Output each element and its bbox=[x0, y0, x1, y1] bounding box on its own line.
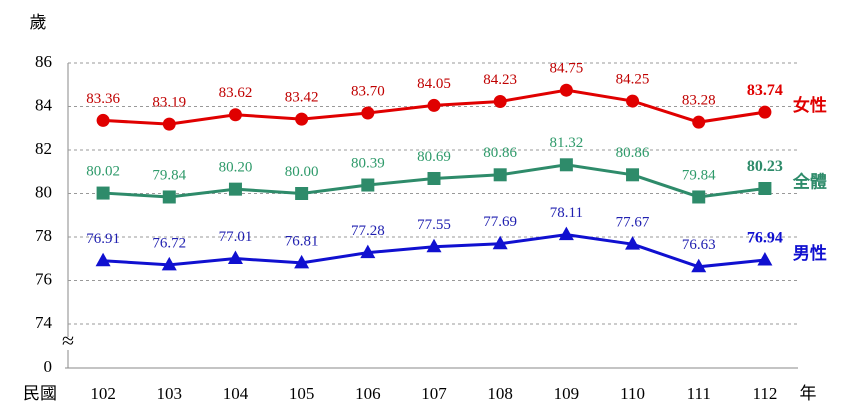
y-tick-label: 76 bbox=[35, 269, 52, 288]
data-label: 80.86 bbox=[483, 145, 517, 161]
x-tick-label: 108 bbox=[487, 384, 513, 403]
axis-break: ≈ bbox=[62, 328, 74, 353]
y-tick-label: 84 bbox=[35, 95, 53, 114]
x-tick-label: 105 bbox=[289, 384, 315, 403]
marker bbox=[161, 256, 177, 271]
data-label: 81.32 bbox=[549, 135, 583, 151]
data-label: 76.63 bbox=[682, 237, 716, 253]
marker bbox=[493, 168, 507, 182]
data-label: 76.91 bbox=[86, 231, 120, 247]
data-label: 76.94 bbox=[747, 230, 783, 247]
data-label: 79.84 bbox=[682, 167, 716, 183]
marker bbox=[626, 94, 640, 108]
x-tick-label: 107 bbox=[421, 384, 447, 403]
marker bbox=[228, 108, 242, 122]
x-tick-label: 103 bbox=[157, 384, 183, 403]
y-tick-label: 80 bbox=[35, 182, 52, 201]
x-tick-label: 110 bbox=[620, 384, 645, 403]
data-label: 83.70 bbox=[351, 83, 385, 99]
marker bbox=[692, 190, 706, 204]
series-name: 全體 bbox=[792, 171, 827, 191]
marker bbox=[162, 190, 176, 204]
data-label: 83.19 bbox=[152, 95, 186, 111]
marker bbox=[692, 115, 706, 129]
data-label: 77.28 bbox=[351, 223, 385, 239]
data-label: 84.75 bbox=[549, 61, 583, 77]
data-label: 83.28 bbox=[682, 93, 716, 109]
series-name: 男性 bbox=[793, 243, 827, 263]
marker bbox=[691, 258, 707, 273]
x-tick-label: 106 bbox=[355, 384, 381, 403]
marker bbox=[492, 235, 508, 250]
data-label: 80.02 bbox=[86, 164, 120, 180]
marker bbox=[757, 252, 773, 266]
data-label: 80.00 bbox=[285, 164, 319, 180]
data-label: 84.05 bbox=[417, 76, 451, 92]
y-tick-label: 86 bbox=[35, 52, 52, 71]
data-label: 78.11 bbox=[550, 205, 583, 221]
data-label: 77.69 bbox=[483, 214, 517, 230]
marker bbox=[559, 83, 573, 97]
data-label: 77.67 bbox=[616, 215, 650, 231]
marker bbox=[758, 105, 772, 119]
series-name: 女性 bbox=[793, 95, 827, 115]
data-label: 84.23 bbox=[483, 72, 517, 88]
marker bbox=[558, 226, 574, 241]
x-tick-label: 109 bbox=[554, 384, 580, 403]
marker bbox=[360, 244, 376, 259]
marker bbox=[559, 158, 573, 172]
data-label: 83.42 bbox=[285, 90, 319, 106]
marker bbox=[294, 254, 310, 269]
data-label: 76.72 bbox=[152, 235, 186, 251]
y-tick-label: 82 bbox=[35, 139, 52, 158]
marker bbox=[427, 171, 441, 185]
marker bbox=[162, 117, 176, 131]
data-label: 84.25 bbox=[616, 72, 650, 88]
marker bbox=[96, 186, 110, 200]
data-label: 80.86 bbox=[616, 145, 650, 161]
data-label: 83.62 bbox=[219, 85, 253, 101]
y-axis-label: 歲 bbox=[30, 13, 47, 32]
marker bbox=[95, 252, 111, 267]
x-tick-label: 102 bbox=[90, 384, 116, 403]
x-axis-suffix: 年 bbox=[800, 384, 817, 403]
marker bbox=[493, 94, 507, 108]
marker bbox=[758, 181, 772, 195]
marker bbox=[625, 236, 641, 250]
data-label: 83.74 bbox=[747, 82, 783, 99]
marker bbox=[227, 250, 243, 265]
y-tick-label: 74 bbox=[35, 313, 53, 332]
data-label: 83.36 bbox=[86, 91, 120, 107]
marker bbox=[228, 182, 242, 196]
data-label: 79.84 bbox=[152, 167, 186, 183]
x-tick-label: 112 bbox=[752, 384, 777, 403]
x-tick-label: 104 bbox=[223, 384, 249, 403]
y-tick-label: 0 bbox=[44, 357, 53, 376]
marker bbox=[295, 112, 309, 126]
marker bbox=[361, 106, 375, 120]
data-label: 80.39 bbox=[351, 155, 385, 171]
marker bbox=[96, 113, 110, 127]
data-label: 80.69 bbox=[417, 149, 451, 165]
data-label: 76.81 bbox=[285, 233, 319, 249]
data-label: 77.01 bbox=[219, 229, 253, 245]
data-label: 77.55 bbox=[417, 217, 451, 233]
marker bbox=[361, 178, 375, 192]
data-label: 80.23 bbox=[747, 158, 783, 175]
y-tick-label: 78 bbox=[35, 226, 52, 245]
marker bbox=[626, 168, 640, 182]
x-axis-prefix: 民國 bbox=[23, 384, 57, 403]
marker bbox=[427, 98, 441, 112]
marker bbox=[426, 238, 442, 253]
marker bbox=[295, 187, 309, 200]
data-label: 80.20 bbox=[219, 160, 253, 176]
x-tick-label: 111 bbox=[687, 384, 711, 403]
